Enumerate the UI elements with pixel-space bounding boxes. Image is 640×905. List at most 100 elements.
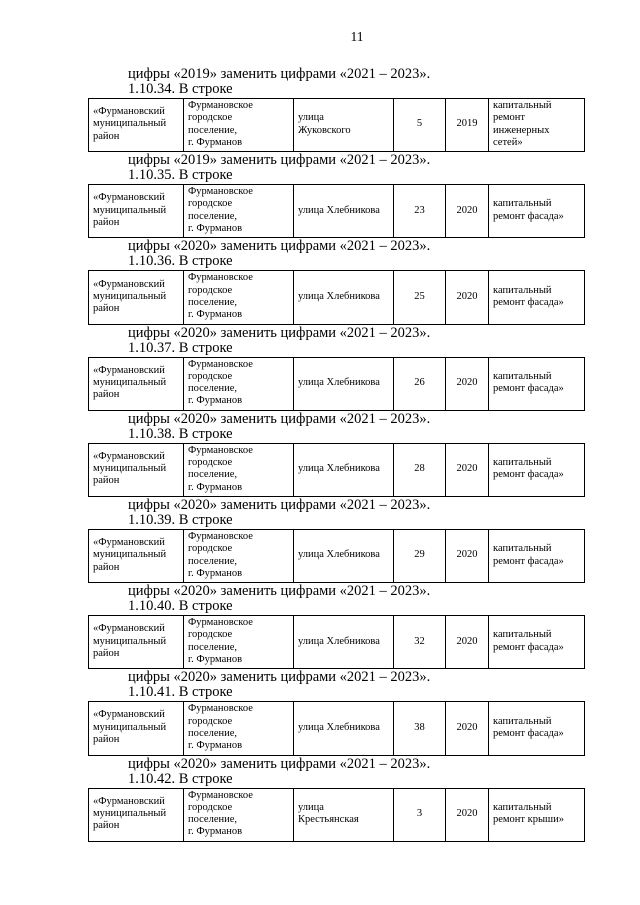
program-row-table: «Фурмановский муниципальный район Фурман… — [88, 270, 585, 325]
amendment-instruction-text: цифры «2020» заменить цифрами «2021 – 20… — [128, 496, 431, 513]
item-heading: 1.10.41. В строке — [128, 684, 233, 701]
cell-municipal-district: «Фурмановский муниципальный район — [88, 528, 184, 584]
cell-municipal-district: «Фурмановский муниципальный район — [88, 97, 184, 153]
program-row-table: «Фурмановский муниципальный район Фурман… — [88, 528, 585, 584]
cell-year: 2020 — [445, 701, 489, 756]
item-heading: 1.10.39. В строке — [128, 511, 233, 528]
cell-street: улица Хлебникова — [293, 528, 394, 584]
cell-year: 2020 — [445, 442, 489, 497]
cell-street: улица Хлебникова — [293, 184, 394, 239]
cell-work-type: капитальный ремонт фасада» — [488, 184, 585, 239]
cell-work-type: капитальный ремонт фасада» — [488, 528, 585, 584]
cell-year: 2019 — [445, 97, 489, 153]
program-row-table: «Фурмановский муниципальный район Фурман… — [88, 701, 585, 756]
cell-settlement: Фурмановское городское поселение, г. Фур… — [183, 787, 294, 842]
cell-house-number: 38 — [393, 701, 446, 756]
amendment-instruction-text: цифры «2019» заменить цифрами «2021 – 20… — [128, 152, 431, 169]
cell-work-type: капитальный ремонт фасада» — [488, 615, 585, 670]
cell-house-number: 29 — [393, 528, 446, 584]
amendment-instruction-text: цифры «2020» заменить цифрами «2021 – 20… — [128, 410, 431, 427]
cell-settlement: Фурмановское городское поселение, г. Фур… — [183, 270, 294, 325]
cell-street: улица Хлебникова — [293, 356, 394, 411]
program-row-table: «Фурмановский муниципальный район Фурман… — [88, 97, 585, 153]
amendment-section: цифры «2020» заменить цифрами «2021 – 20… — [88, 496, 585, 584]
cell-settlement: Фурмановское городское поселение, г. Фур… — [183, 442, 294, 497]
table-row: «Фурмановский муниципальный район Фурман… — [88, 356, 585, 411]
cell-work-type: капитальный ремонт фасада» — [488, 270, 585, 325]
amendment-instruction-text: цифры «2020» заменить цифрами «2021 – 20… — [128, 583, 431, 600]
amendment-section: цифры «2020» заменить цифрами «2021 – 20… — [88, 238, 585, 325]
program-row-table: «Фурмановский муниципальный район Фурман… — [88, 787, 585, 842]
table-row: «Фурмановский муниципальный район Фурман… — [88, 442, 585, 497]
cell-municipal-district: «Фурмановский муниципальный район — [88, 615, 184, 670]
cell-municipal-district: «Фурмановский муниципальный район — [88, 701, 184, 756]
cell-house-number: 5 — [393, 97, 446, 153]
cell-work-type: капитальный ремонт фасада» — [488, 442, 585, 497]
table-row: «Фурмановский муниципальный район Фурман… — [88, 97, 585, 153]
cell-municipal-district: «Фурмановский муниципальный район — [88, 356, 184, 411]
item-heading: 1.10.37. В строке — [128, 339, 233, 356]
item-heading: 1.10.35. В строке — [128, 167, 233, 184]
cell-work-type: капитальный ремонт фасада» — [488, 701, 585, 756]
table-row: «Фурмановский муниципальный район Фурман… — [88, 787, 585, 842]
amendment-section: цифры «2019» заменить цифрами «2021 – 20… — [88, 66, 585, 153]
cell-street: улица Хлебникова — [293, 442, 394, 497]
cell-work-type: капитальный ремонт крыши» — [488, 787, 585, 842]
item-heading: 1.10.34. В строке — [128, 81, 233, 97]
item-heading: 1.10.40. В строке — [128, 598, 233, 615]
cell-street: улица Жуковского — [293, 97, 394, 153]
amendment-instruction-text: цифры «2020» заменить цифрами «2021 – 20… — [128, 669, 431, 686]
cell-year: 2020 — [445, 528, 489, 584]
cell-street: улица Хлебникова — [293, 615, 394, 670]
cell-house-number: 25 — [393, 270, 446, 325]
table-row: «Фурмановский муниципальный район Фурман… — [88, 270, 585, 325]
amendment-instruction-text: цифры «2020» заменить цифрами «2021 – 20… — [128, 238, 431, 255]
cell-house-number: 3 — [393, 787, 446, 842]
amendment-section: цифры «2020» заменить цифрами «2021 – 20… — [88, 669, 585, 756]
cell-house-number: 28 — [393, 442, 446, 497]
program-row-table: «Фурмановский муниципальный район Фурман… — [88, 442, 585, 497]
cell-street: улица Хлебникова — [293, 270, 394, 325]
item-heading: 1.10.42. В строке — [128, 770, 233, 787]
cell-settlement: Фурмановское городское поселение, г. Фур… — [183, 701, 294, 756]
cell-municipal-district: «Фурмановский муниципальный район — [88, 270, 184, 325]
amendment-section: цифры «2020» заменить цифрами «2021 – 20… — [88, 324, 585, 411]
cell-year: 2020 — [445, 184, 489, 239]
amendment-section: цифры «2019» заменить цифрами «2021 – 20… — [88, 152, 585, 239]
cell-work-type: капитальный ремонт фасада» — [488, 356, 585, 411]
amendment-section: цифры «2020» заменить цифрами «2021 – 20… — [88, 583, 585, 670]
cell-year: 2020 — [445, 270, 489, 325]
item-heading: 1.10.36. В строке — [128, 253, 233, 270]
amendment-instruction-text: цифры «2019» заменить цифрами «2021 – 20… — [128, 66, 431, 82]
program-row-table: «Фурмановский муниципальный район Фурман… — [88, 184, 585, 239]
cell-house-number: 32 — [393, 615, 446, 670]
cell-year: 2020 — [445, 356, 489, 411]
cell-municipal-district: «Фурмановский муниципальный район — [88, 442, 184, 497]
page-number: 11 — [350, 29, 364, 44]
cell-settlement: Фурмановское городское поселение, г. Фур… — [183, 97, 294, 153]
table-row: «Фурмановский муниципальный район Фурман… — [88, 701, 585, 756]
amendment-section: цифры «2020» заменить цифрами «2021 – 20… — [88, 410, 585, 497]
cell-year: 2020 — [445, 615, 489, 670]
cell-work-type: капитальный ремонт инженерных сетей» — [488, 97, 585, 153]
table-row: «Фурмановский муниципальный район Фурман… — [88, 615, 585, 670]
amendment-instruction-text: цифры «2020» заменить цифрами «2021 – 20… — [128, 755, 431, 772]
cell-settlement: Фурмановское городское поселение, г. Фур… — [183, 184, 294, 239]
amendment-section: цифры «2020» заменить цифрами «2021 – 20… — [88, 755, 585, 842]
cell-street: улица Крестьянская — [293, 787, 394, 842]
cell-house-number: 23 — [393, 184, 446, 239]
cell-municipal-district: «Фурмановский муниципальный район — [88, 184, 184, 239]
amendment-instruction-text: цифры «2020» заменить цифрами «2021 – 20… — [128, 324, 431, 341]
cell-street: улица Хлебникова — [293, 701, 394, 756]
cell-house-number: 26 — [393, 356, 446, 411]
program-row-table: «Фурмановский муниципальный район Фурман… — [88, 356, 585, 411]
table-row: «Фурмановский муниципальный район Фурман… — [88, 184, 585, 239]
cell-municipal-district: «Фурмановский муниципальный район — [88, 787, 184, 842]
item-heading: 1.10.38. В строке — [128, 425, 233, 442]
cell-year: 2020 — [445, 787, 489, 842]
table-row: «Фурмановский муниципальный район Фурман… — [88, 528, 585, 584]
amendments-list: цифры «2019» заменить цифрами «2021 – 20… — [88, 66, 585, 842]
program-row-table: «Фурмановский муниципальный район Фурман… — [88, 615, 585, 670]
cell-settlement: Фурмановское городское поселение, г. Фур… — [183, 615, 294, 670]
